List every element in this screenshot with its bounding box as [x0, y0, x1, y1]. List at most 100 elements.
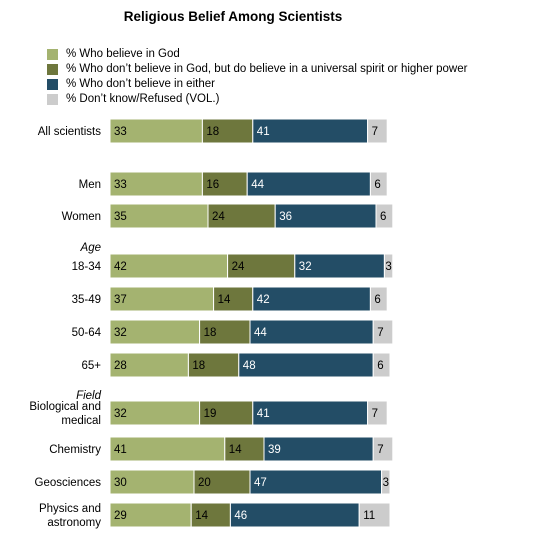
category-label: 65+	[81, 360, 101, 372]
group-heading-age: Age	[80, 242, 101, 254]
bar-segment	[187, 352, 240, 378]
bar-segment	[372, 436, 394, 462]
bar-segment	[199, 319, 251, 345]
bar-segment	[193, 469, 251, 495]
data-label: 41	[257, 408, 270, 420]
data-label: 14	[195, 510, 208, 522]
legend-swatch	[47, 49, 58, 60]
bar-segment	[207, 203, 276, 229]
data-label: 19	[204, 408, 217, 420]
data-label: 41	[257, 126, 270, 138]
bar-segment	[109, 319, 201, 345]
data-label: 33	[114, 126, 127, 138]
data-label: 18	[192, 360, 205, 372]
data-label: 14	[229, 444, 242, 456]
data-label: 18	[204, 327, 217, 339]
bar-segment	[109, 253, 229, 279]
data-label: 28	[114, 360, 127, 372]
data-label: 33	[114, 179, 127, 191]
legend-label: % Who don’t believe in either	[66, 78, 215, 90]
data-label: 16	[206, 179, 219, 191]
category-label: Chemistry	[49, 444, 101, 456]
category-label: Men	[79, 179, 101, 191]
data-label: 24	[232, 261, 245, 273]
bar-segment	[246, 171, 371, 197]
legend-label: % Who don’t believe in God, but do belie…	[66, 63, 468, 75]
data-label: 24	[212, 211, 225, 223]
bar-segment	[109, 436, 226, 462]
legend-label: % Who believe in God	[66, 48, 180, 60]
data-label: 41	[114, 444, 127, 456]
data-label: 7	[372, 126, 378, 138]
bar-segment	[369, 286, 388, 312]
data-label: 7	[372, 408, 378, 420]
legend-swatch	[47, 64, 58, 75]
bar-segment	[201, 171, 248, 197]
legend-swatch	[47, 79, 58, 90]
bar-segment	[109, 352, 189, 378]
bar-segment	[252, 118, 369, 144]
bar-segment	[109, 469, 195, 495]
bar-segment	[367, 118, 388, 144]
bar-segment	[372, 352, 391, 378]
data-label: 32	[114, 408, 127, 420]
bar-segment	[372, 319, 394, 345]
bar-segment	[383, 253, 394, 279]
data-label: 48	[243, 360, 256, 372]
category-label: Biological and medical	[29, 401, 101, 427]
bar-segment	[249, 319, 374, 345]
category-label: Geosciences	[35, 477, 102, 489]
bar-segment	[109, 118, 203, 144]
data-label: 36	[279, 211, 292, 223]
group-heading-field: Field	[76, 390, 102, 402]
bar-segment	[109, 203, 209, 229]
data-label: 18	[206, 126, 219, 138]
data-label: 32	[299, 261, 312, 273]
data-label: 3	[385, 261, 391, 273]
bar-segment	[227, 253, 296, 279]
data-label: 6	[377, 360, 383, 372]
data-label: 11	[363, 510, 375, 522]
category-label: 50-64	[72, 327, 102, 339]
bar-segment	[375, 203, 394, 229]
data-label: 37	[114, 294, 127, 306]
bar-segment	[252, 400, 369, 426]
category-label: Physics and astronomy	[39, 503, 101, 529]
bar-segment	[229, 502, 360, 528]
data-label: 42	[114, 261, 127, 273]
data-label: 6	[374, 294, 380, 306]
chart-title: Religious Belief Among Scientists	[123, 9, 343, 24]
bar-segment	[252, 286, 371, 312]
bar-segment	[109, 171, 203, 197]
bar-segment	[367, 400, 388, 426]
bar-segment	[263, 436, 374, 462]
data-label: 3	[383, 477, 389, 489]
data-label: 46	[234, 510, 247, 522]
legend-swatch	[47, 94, 58, 105]
bar-segment	[109, 502, 192, 528]
bar-segment	[109, 400, 201, 426]
bar-segment	[369, 171, 388, 197]
data-label: 7	[377, 327, 383, 339]
data-label: 6	[380, 211, 386, 223]
bar-segment	[249, 469, 383, 495]
data-label: 32	[114, 327, 127, 339]
legend-label: % Don’t know/Refused (VOL.)	[66, 93, 220, 105]
bar-segment	[201, 118, 254, 144]
bar-segment	[109, 286, 215, 312]
data-label: 7	[377, 444, 383, 456]
bar-segment	[238, 352, 374, 378]
data-label: 35	[114, 211, 127, 223]
bar-segment	[294, 253, 385, 279]
data-label: 44	[254, 327, 267, 339]
category-label: 35-49	[72, 294, 101, 306]
category-label: 18-34	[72, 261, 102, 273]
data-label: 29	[114, 510, 127, 522]
category-label: All scientists	[38, 126, 102, 138]
data-label: 47	[254, 477, 267, 489]
data-label: 39	[268, 444, 281, 456]
data-label: 30	[114, 477, 127, 489]
bar-segment	[199, 400, 254, 426]
